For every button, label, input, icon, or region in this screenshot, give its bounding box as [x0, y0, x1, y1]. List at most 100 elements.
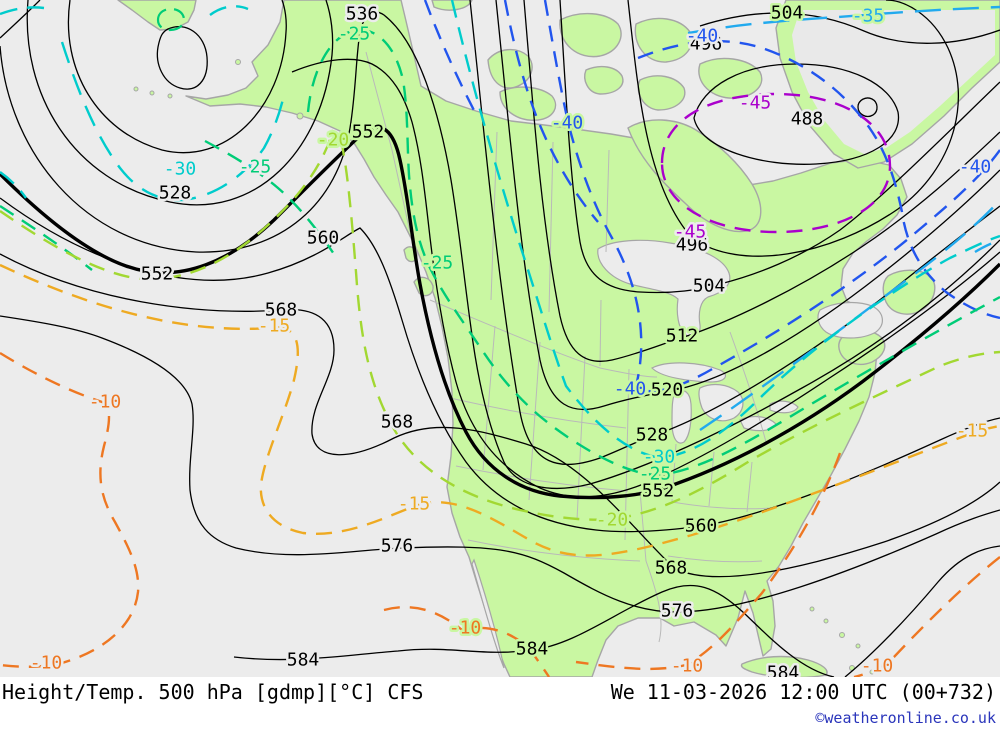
arctic-island-3-landmass [634, 17, 693, 63]
small-island [167, 93, 173, 99]
baffin-island-landmass [627, 119, 762, 233]
state-border [467, 539, 641, 562]
height-contour-label: 576 [661, 601, 694, 622]
temp-contour--35 [687, 5, 1000, 35]
height-contour-label: 528 [636, 425, 669, 446]
state-border [667, 555, 763, 563]
temp-contour--30 [450, 0, 1000, 460]
height-contour-528 [26, 0, 334, 206]
state-border [482, 325, 496, 471]
state-border [746, 461, 753, 513]
temp-contour--10 [853, 556, 1000, 677]
state-border [729, 331, 767, 443]
lake-michigan-water [671, 389, 692, 444]
copyright-link[interactable]: ©weatheronline.co.uk [815, 709, 996, 727]
height-contour-488 [693, 63, 900, 165]
temp-contour--40 [637, 40, 1000, 320]
state-border [528, 341, 541, 501]
height-contour-label: 496 [690, 34, 723, 55]
state-border [429, 299, 601, 369]
temp-contour--35 [974, 238, 1000, 254]
small-island [296, 112, 304, 120]
height-contour-504 [699, 12, 1000, 44]
height-contour-label: 512 [666, 326, 699, 347]
height-contour-520 [495, 0, 1000, 411]
temp-contour--25 [156, 7, 186, 32]
small-island [149, 90, 155, 96]
temp-contour-label: -40 [959, 157, 992, 178]
arctic-island-4-landmass [584, 65, 624, 95]
chart-valid-time: We 11-03-2026 12:00 UTC (00+732) [610, 680, 996, 704]
temp-contour-label: -10 [89, 392, 122, 413]
temp-contour-label: -10 [30, 653, 63, 674]
temp-contour--35 [699, 199, 1000, 431]
height-contour-label: 552 [141, 264, 174, 285]
state-border [548, 141, 554, 313]
hudson-bay-water [597, 239, 731, 338]
temp-contour--25 [0, 204, 93, 271]
small-island [823, 618, 829, 624]
height-contour-label: 576 [381, 536, 414, 557]
state-border [455, 465, 629, 492]
temp-contour-label: -15 [398, 494, 431, 515]
temp-contour-label: -10 [449, 618, 482, 639]
gulf-st-lawrence-water [817, 301, 883, 339]
height-contour-496 [627, 0, 959, 257]
height-contour-568 [0, 253, 1000, 578]
small-island [809, 606, 815, 612]
state-border [645, 560, 662, 643]
small-island [839, 632, 845, 638]
temp-contour-label: -45 [739, 93, 772, 114]
weather-map: 536 552 528 560 552 568 568 576 584 504 496 488 496 5… [0, 0, 1000, 677]
small-island [133, 86, 139, 92]
map-footer: Height/Temp. 500 hPa [gdmp][°C] CFS We 1… [0, 677, 1000, 733]
temp-contour-label: -20 [317, 130, 350, 151]
height-contour-label: 560 [685, 516, 718, 537]
state-border [605, 149, 610, 253]
height-contour-label: 552 [352, 122, 385, 143]
lake-superior-water [650, 362, 727, 383]
temp-contour-label: -25 [639, 464, 672, 485]
newfoundland-landmass [882, 269, 936, 315]
temp-contour-label: -30 [643, 447, 676, 468]
height-contour-480 [857, 97, 878, 118]
temp-contour-label: -15 [258, 316, 291, 337]
temp-contour-label: -40 [614, 379, 647, 400]
temp-contour--30 [0, 171, 27, 199]
temp-contour--10 [575, 452, 842, 671]
temp-contour--25 [204, 139, 339, 261]
height-contour-536 [0, 11, 1000, 490]
temp-contour-label: -20 [596, 510, 629, 531]
height-contour-584 [844, 545, 1000, 677]
temp-contour-label: -25 [239, 157, 272, 178]
height-contour-label: 504 [693, 276, 726, 297]
chart-title: Height/Temp. 500 hPa [gdmp][°C] CFS [2, 680, 424, 704]
height-contour-label: 584 [516, 639, 549, 660]
state-border [708, 451, 715, 507]
temp-contour-label: -35 [852, 6, 885, 27]
state-border [490, 131, 498, 301]
temp-contour-label: -45 [674, 222, 707, 243]
lake-huron-water [698, 383, 744, 422]
arctic-island-5-landmass [637, 75, 686, 111]
height-contour-512 [523, 0, 1000, 362]
height-contour-576 [0, 315, 1000, 613]
height-contour-584 [233, 584, 835, 677]
height-contour-label: 504 [771, 3, 804, 24]
greenland-icecap [792, 10, 995, 154]
temp-contour--25 [306, 28, 1000, 477]
height-contour-label: 528 [159, 183, 192, 204]
temp-contour--40 [503, 0, 599, 223]
temp-contour--40 [543, 0, 1000, 393]
state-border [365, 51, 411, 233]
height-contour-label: 584 [287, 650, 320, 671]
temp-contour-label: -25 [338, 24, 371, 45]
state-border [599, 299, 602, 367]
footer-caption-row: Height/Temp. 500 hPa [gdmp][°C] CFS We 1… [0, 680, 1000, 706]
temp-contour--30 [209, 5, 249, 16]
temp-contour-label: -40 [686, 26, 719, 47]
gulf-of-california-water [471, 558, 505, 669]
map-svg: 536 552 528 560 552 568 568 576 584 504 496 488 496 5… [0, 0, 1000, 677]
temp-contour-label: -10 [671, 656, 704, 677]
temp-contour-label: -30 [164, 159, 197, 180]
